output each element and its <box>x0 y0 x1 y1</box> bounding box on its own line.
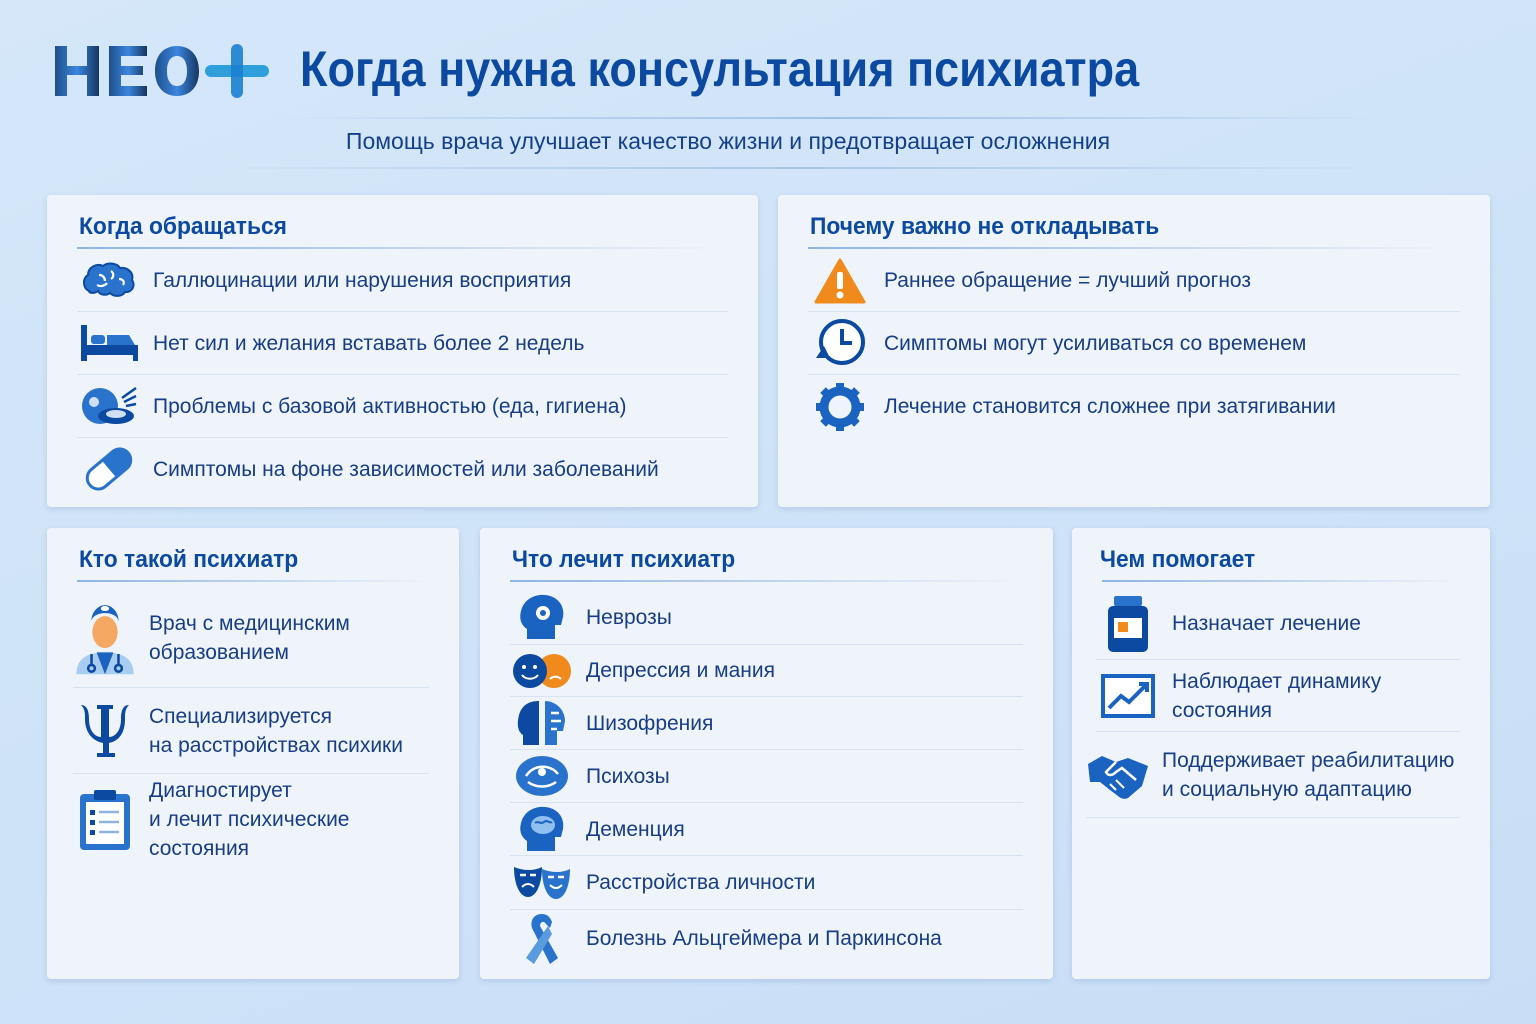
card-why-not-delay: Почему важно не откладывать Раннее обращ… <box>778 195 1490 507</box>
handshake-icon <box>1086 748 1150 802</box>
gear-icon <box>808 380 872 434</box>
bed-icon <box>77 316 141 370</box>
logo <box>55 44 269 98</box>
item-text: Симптомы могут усиливаться со временем <box>884 331 1307 355</box>
list-item: Деменция <box>510 803 1023 856</box>
item-text: Диагностирует и лечит психические состоян… <box>149 778 350 860</box>
list-item: Проблемы с базовой активностью (еда, гиг… <box>77 375 728 438</box>
list-item: Депрессия и мания <box>510 645 1023 697</box>
list-item: Психозы <box>510 750 1023 803</box>
head-gear-icon <box>510 590 574 644</box>
list-item: Поддерживает реабилитацию и социальную ад… <box>1086 732 1460 818</box>
list-item: Симптомы могут усиливаться со временем <box>808 312 1460 375</box>
list-item: Специализируется на расстройствах психики <box>73 688 429 774</box>
item-text: Психозы <box>586 764 670 788</box>
list-item: Шизофрения <box>510 697 1023 750</box>
brain-head-icon <box>510 802 574 856</box>
list-item: Галлюцинации или нарушения восприятия <box>77 250 728 312</box>
mood-faces-icon <box>510 644 574 698</box>
food-hygiene-icon <box>77 379 141 433</box>
ribbon-icon <box>510 911 574 965</box>
list-item: Наблюдает динамику состояния <box>1096 660 1460 732</box>
item-text: Раннее обращение = лучший прогноз <box>884 269 1251 292</box>
list-item: Болезнь Альцгеймера и Паркинсона <box>510 910 1023 966</box>
list-item: Раннее обращение = лучший прогноз <box>808 250 1460 312</box>
item-text: Специализируется на расстройствах психики <box>149 704 403 757</box>
list-item: Назначает лечение <box>1096 588 1460 660</box>
item-text: Неврозы <box>586 605 672 629</box>
card-how-helps: Чем помогает Назначает лечение Наблюдает… <box>1072 528 1490 979</box>
item-text: Болезнь Альцгеймера и Паркинсона <box>586 926 942 950</box>
clipboard-icon <box>73 790 137 850</box>
item-text: Нет сил и желания вставать более 2 недел… <box>153 331 585 355</box>
card-title: Когда обращаться <box>79 213 287 240</box>
item-text: Депрессия и мания <box>586 659 775 682</box>
card-title: Чем помогает <box>1100 546 1256 573</box>
card-title: Почему важно не откладывать <box>810 213 1160 240</box>
divider <box>270 117 1390 119</box>
item-text: Лечение становится сложнее при затягиван… <box>884 395 1336 418</box>
list-item: Лечение становится сложнее при затягиван… <box>808 375 1460 438</box>
pill-icon <box>77 442 141 496</box>
chart-icon <box>1096 669 1160 723</box>
list-item: Врач с медицинским образованием <box>73 588 429 688</box>
card-title: Кто такой психиатр <box>79 546 299 573</box>
list-item: Симптомы на фоне зависимостей или заболе… <box>77 438 728 500</box>
item-text: Расстройства личности <box>586 871 816 894</box>
confused-head-icon <box>510 749 574 803</box>
item-text: Поддерживает реабилитацию и социальную ад… <box>1162 748 1455 801</box>
page-subtitle: Помощь врача улучшает качество жизни и п… <box>345 128 1111 154</box>
list-item: Неврозы <box>510 590 1023 645</box>
card-title: Что лечит психиатр <box>512 546 736 573</box>
psi-icon <box>73 704 137 758</box>
item-text: Симптомы на фоне зависимостей или заболе… <box>153 457 659 481</box>
page-title: Когда нужна консультация психиатра <box>300 41 1140 97</box>
list-item: Диагностирует и лечит психические состоян… <box>73 774 429 864</box>
theater-masks-icon <box>510 856 574 910</box>
doctor-icon <box>73 593 137 683</box>
item-text: Проблемы с базовой активностью (еда, гиг… <box>153 394 627 418</box>
item-text: Шизофрения <box>586 711 714 735</box>
divider <box>200 167 1400 169</box>
split-head-icon <box>510 696 574 750</box>
item-text: Назначает лечение <box>1172 612 1361 635</box>
medicine-bottle-icon <box>1096 592 1160 656</box>
item-text: Деменция <box>586 817 685 841</box>
warning-icon <box>808 254 872 308</box>
list-item: Расстройства личности <box>510 856 1023 910</box>
brain-icon <box>77 254 141 308</box>
item-text: Наблюдает динамику состояния <box>1172 669 1382 722</box>
card-what-treats: Что лечит психиатр Неврозы Депрессия и м… <box>480 528 1053 979</box>
list-item: Нет сил и желания вставать более 2 недел… <box>77 312 728 375</box>
item-text: Галлюцинации или нарушения восприятия <box>153 269 572 292</box>
item-text: Врач с медицинским образованием <box>149 611 350 664</box>
card-who-is-psychiatrist: Кто такой психиатр Врач с медицинским обр… <box>47 528 459 979</box>
card-when-to-seek: Когда обращаться Галлюцинации или наруше… <box>47 195 758 507</box>
clock-icon <box>808 316 872 370</box>
